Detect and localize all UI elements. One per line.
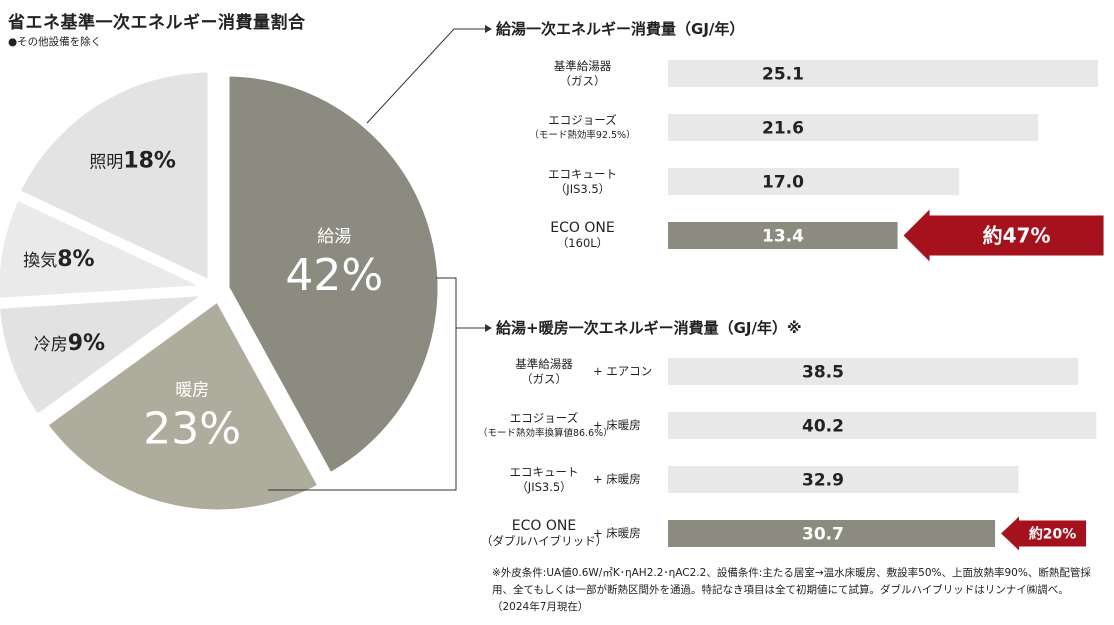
- bars2-category-line2-2: （JIS3.5）: [516, 479, 572, 494]
- bars1-bar-2: [668, 168, 960, 195]
- bars1-value-1: 21.6: [762, 119, 804, 139]
- bars2-category-line2-3: （ダブルハイブリッド）: [480, 533, 608, 548]
- bars1-category-0: 基準給湯器 （ガス）: [500, 59, 665, 89]
- bars1-category-line2-3: （160L）: [556, 235, 609, 250]
- bars1-bar-3: [668, 222, 898, 249]
- pie-slice-label-3: 換気8%: [23, 247, 94, 272]
- bars2-category-2: エコキュート （JIS3.5）: [478, 465, 610, 495]
- bars2-plus-2: + 床暖房: [593, 471, 641, 486]
- bars2-value-1: 40.2: [802, 417, 844, 437]
- bars2-category-1: エコジョーズ （モード熱効率換算値86.6%）: [478, 410, 613, 441]
- bars2-bar-2: [668, 466, 1019, 493]
- bars1-category-line1-1: エコジョーズ: [548, 112, 617, 127]
- connector-bottom-arrowhead: [485, 324, 492, 332]
- bars2-category-0: 基準給湯器 （ガス）: [478, 357, 610, 387]
- pie-title: 省エネ基準一次エネルギー消費量割合: [8, 13, 306, 33]
- pie-slice-name-1: 暖房: [175, 380, 209, 400]
- bars1-category-line2-2: （JIS3.5）: [554, 181, 611, 196]
- bar-chart-2: 38.5 40.2 32.9 30.7 約20%: [668, 358, 1097, 551]
- bars2-value-0: 38.5: [802, 363, 844, 383]
- connector-top-arrowhead: [485, 25, 492, 33]
- bars2-reduction-arrow: [1001, 516, 1087, 551]
- bars1-reduction-label: 約47%: [983, 224, 1051, 248]
- bars1-category-line1-3: ECO ONE: [550, 219, 615, 236]
- bars2-category-line2-1: （モード熱効率換算値86.6%）: [478, 427, 613, 439]
- bar-chart-1: 25.1 21.6 17.0 13.4 約47%: [668, 60, 1104, 262]
- bars2-value-3: 30.7: [802, 525, 844, 545]
- bar-chart-1-title: 給湯一次エネルギー消費量（GJ/年）: [496, 20, 745, 38]
- bars2-plus-0: + エアコン: [593, 363, 653, 378]
- pie-slice-label-2: 冷房9%: [34, 331, 105, 356]
- bars1-category-line1-2: エコキュート: [548, 166, 617, 181]
- bars2-category-line1-2: エコキュート: [509, 464, 579, 479]
- connector-bottom-low: [268, 328, 457, 491]
- bars1-reduction-arrow: [903, 209, 1104, 262]
- pie-slice-value-2: 9%: [68, 331, 105, 356]
- pie-slice-name-3: 換気: [23, 251, 57, 271]
- bar-chart-2-title: 給湯+暖房一次エネルギー消費量（GJ/年）※: [496, 319, 802, 337]
- pie-slice-value-1: 23%: [143, 403, 241, 454]
- bars2-reduction-label: 約20%: [1029, 526, 1077, 543]
- connector-top: [366, 28, 485, 124]
- pie-slice-value-0: 42%: [285, 250, 383, 301]
- pie-slice-value-4: 18%: [123, 149, 176, 174]
- pie-slice-name-0: 給湯: [317, 227, 351, 247]
- bars2-category-line1-0: 基準給湯器: [515, 356, 573, 371]
- bars1-category-line1-0: 基準給湯器: [553, 58, 612, 73]
- bars1-category-2: エコキュート （JIS3.5）: [500, 167, 665, 197]
- bars2-plus-3: + 床暖房: [593, 525, 641, 540]
- pie-slice-name-2: 冷房: [34, 335, 68, 355]
- bars2-category-3: ECO ONE （ダブルハイブリッド）: [478, 517, 610, 549]
- bars1-bar-0: [668, 60, 1098, 87]
- bars2-bar-0: [668, 358, 1079, 385]
- pie-slice-1: [39, 292, 327, 517]
- connector-lines: [268, 25, 492, 491]
- bars1-value-3: 13.4: [762, 227, 804, 247]
- bars1-category-line2-0: （ガス）: [559, 73, 606, 88]
- pie-slice-4: [11, 65, 215, 290]
- pie-slice-0: [222, 69, 445, 482]
- connector-bottom: [436, 277, 485, 329]
- pie-slice-label-4: 照明18%: [89, 149, 176, 174]
- bars1-value-2: 17.0: [762, 173, 804, 193]
- bars2-plus-1: + 床暖房: [593, 417, 641, 432]
- bars1-bar-1: [668, 114, 1039, 141]
- pie-chart: 給湯 42% 暖房 23% 冷房9% 換気8% 照明18%: [0, 65, 445, 517]
- bars1-category-line2-1: （モード熱効率92.5%）: [529, 129, 636, 141]
- bars1-category-1: エコジョーズ （モード熱効率92.5%）: [500, 113, 665, 143]
- pie-slice-value-3: 8%: [57, 247, 94, 272]
- bars1-category-3: ECO ONE （160L）: [500, 219, 665, 251]
- bars1-value-0: 25.1: [762, 65, 804, 85]
- bars2-category-line1-1: エコジョーズ: [509, 410, 579, 425]
- pie-note: ●その他設備を除く: [8, 36, 102, 48]
- bars2-bar-3: [668, 520, 996, 547]
- bars2-value-2: 32.9: [802, 471, 844, 491]
- bars2-bar-1: [668, 412, 1097, 439]
- pie-slice-3: [0, 191, 213, 305]
- bars2-category-line2-0: （ガス）: [521, 371, 567, 386]
- footnote: ※外皮条件:UA値0.6W/㎡K･ηAH2.2･ηAC2.2、設備条件:主たる居…: [492, 567, 1091, 613]
- bars2-category-line1-3: ECO ONE: [511, 517, 577, 534]
- pie-slice-2: [0, 287, 223, 424]
- pie-slice-name-4: 照明: [89, 153, 123, 173]
